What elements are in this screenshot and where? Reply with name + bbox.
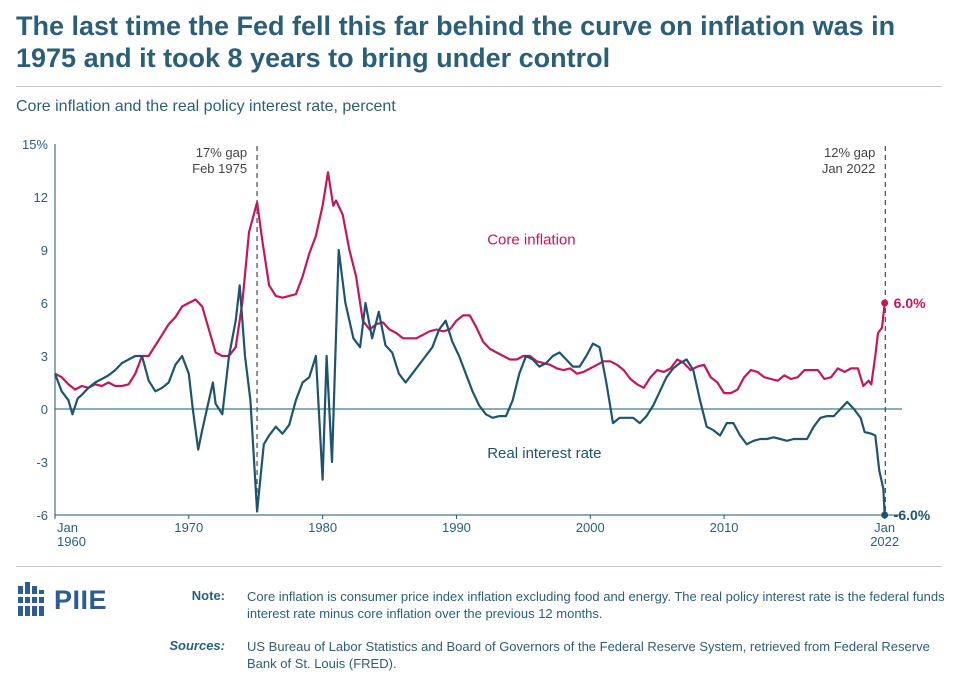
y-tick-label: 15%: [22, 137, 48, 152]
y-tick-label: 9: [41, 243, 48, 258]
y-tick-label: 6: [41, 296, 48, 311]
core-inflation-line: [54, 171, 886, 395]
real-interest-rate-line: [53, 248, 886, 516]
sources-label: Sources:: [169, 638, 225, 653]
x-tick-label: 1990: [442, 520, 471, 535]
real-interest-rate-line-end-point: [881, 511, 889, 519]
real-interest-rate-line-end-label: -6.0%: [894, 507, 931, 523]
chart-subtitle: Core inflation and the real policy inter…: [16, 98, 396, 115]
x-tick-label-year: 1960: [57, 534, 86, 549]
chart-title: The last time the Fed fell this far behi…: [16, 11, 896, 73]
y-tick-label: 12: [34, 190, 48, 205]
core-inflation-series-label: Core inflation: [487, 231, 575, 248]
gap-annotation-date: Feb 1975: [192, 161, 247, 176]
x-tick-label: Jan: [874, 520, 895, 535]
x-tick-label: 2010: [710, 520, 739, 535]
y-tick-label: 3: [41, 349, 48, 364]
sources-text: US Bureau of Labor Statistics and Board …: [247, 639, 930, 671]
piie-logo-text: PIIE: [54, 584, 108, 615]
x-tick-label: 1970: [174, 520, 203, 535]
x-tick-label: 2000: [576, 520, 605, 535]
note-text: Core inflation is consumer price index i…: [247, 589, 945, 621]
piie-logo: PIIE: [18, 580, 107, 620]
real-interest-rate-series-label: Real interest rate: [487, 445, 601, 462]
y-tick-label: -6: [36, 508, 48, 523]
gap-annotation-label: 12% gap: [824, 145, 875, 160]
y-tick-label: -3: [36, 455, 48, 470]
x-tick-label: 1980: [308, 520, 337, 535]
title-divider: [16, 86, 942, 87]
x-tick-label-year: 2022: [870, 534, 899, 549]
x-tick-label: Jan: [57, 520, 78, 535]
core-inflation-line-end-point: [881, 299, 889, 307]
piie-logo-icon: [18, 582, 46, 616]
note-label: Note:: [191, 588, 225, 603]
gap-annotation-label: 17% gap: [196, 145, 247, 160]
y-tick-label: 0: [41, 402, 48, 417]
footer-divider: [16, 566, 942, 567]
core-inflation-line-end-label: 6.0%: [894, 295, 926, 311]
gap-annotation-date: Jan 2022: [822, 161, 876, 176]
